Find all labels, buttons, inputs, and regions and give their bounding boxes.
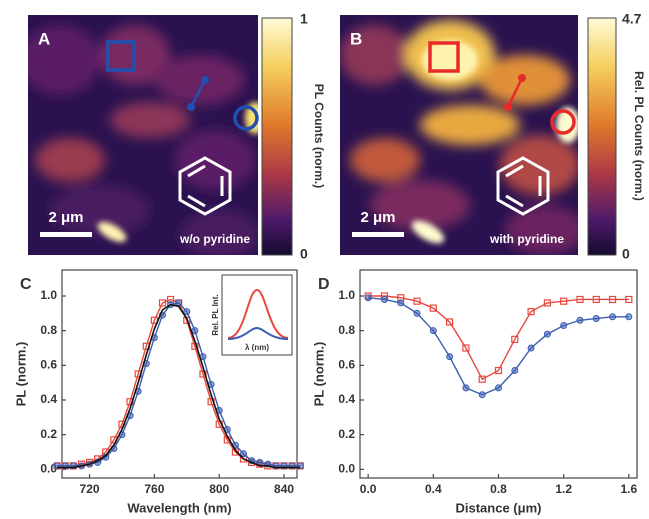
y-tick-label: 0.6 — [338, 358, 355, 372]
y-tick-label: 1.0 — [40, 288, 57, 302]
data-point — [577, 317, 583, 323]
colorbar-label: PL Counts (norm.) — [312, 84, 326, 188]
x-axis-label: Wavelength (nm) — [127, 500, 231, 515]
x-tick-label: 1.2 — [555, 482, 572, 496]
data-point — [365, 295, 371, 301]
y-tick-label: 0.4 — [338, 392, 355, 406]
data-point — [381, 296, 387, 302]
data-point — [512, 368, 518, 374]
x-tick-label: 760 — [144, 482, 164, 496]
series-line — [368, 298, 629, 395]
x-tick-label: 0.8 — [490, 482, 507, 496]
data-point — [610, 314, 616, 320]
y-tick-label: 0.2 — [40, 427, 57, 441]
data-point — [398, 300, 404, 306]
y-tick-label: 1.0 — [338, 288, 355, 302]
inset-x-label: λ (nm) — [245, 343, 269, 352]
y-tick-label: 0.6 — [40, 358, 57, 372]
annotation: with pyridine — [489, 232, 564, 246]
x-tick-label: 720 — [80, 482, 100, 496]
data-point — [447, 354, 453, 360]
data-point — [561, 322, 567, 328]
x-tick-label: 800 — [209, 482, 229, 496]
colorbar-tick-label: 4.7 — [622, 11, 642, 27]
panel-letter: A — [38, 29, 50, 48]
y-tick-label: 0.2 — [338, 427, 355, 441]
data-point — [192, 328, 198, 334]
data-point — [528, 345, 534, 351]
colorbar-tick-label: 1 — [300, 11, 308, 27]
y-tick-label: 0.8 — [40, 323, 57, 337]
series-line — [368, 296, 629, 379]
y-tick-label: 0.4 — [40, 392, 57, 406]
panel-letter: B — [350, 29, 362, 48]
data-point — [479, 392, 485, 398]
scale-bar-label: 2 μm — [360, 209, 395, 226]
scale-bar-label: 2 μm — [48, 209, 83, 226]
data-point — [593, 316, 599, 322]
y-axis-label: PL (norm.) — [311, 342, 326, 407]
figure: A 2 μm w/o pyridine 0 1 PL Counts (norm.) B 2 μ… — [0, 0, 649, 519]
colorbar-label: Rel. PL Counts (norm.) — [632, 71, 646, 201]
y-tick-label: 0.8 — [338, 323, 355, 337]
x-tick-label: 0.4 — [425, 482, 442, 496]
data-point — [414, 310, 420, 316]
x-axis-label: Distance (μm) — [456, 500, 542, 515]
data-point — [176, 300, 182, 306]
x-tick-label: 840 — [274, 482, 294, 496]
x-tick-label: 0.0 — [360, 482, 377, 496]
panel-letter: D — [318, 276, 330, 293]
data-point — [496, 385, 502, 391]
data-point — [626, 314, 632, 320]
y-axis-label: PL (norm.) — [13, 342, 28, 407]
y-tick-label: 0.0 — [338, 462, 355, 476]
data-point — [184, 309, 190, 315]
panel-letter: C — [20, 276, 32, 293]
data-point — [430, 328, 436, 334]
x-tick-label: 1.6 — [621, 482, 638, 496]
colorbar-tick-label: 0 — [300, 246, 308, 262]
data-point — [544, 331, 550, 337]
data-point — [463, 385, 469, 391]
colorbar-tick-label: 0 — [622, 246, 630, 262]
inset-y-label: Rel. PL Int. — [211, 294, 220, 335]
annotation: w/o pyridine — [179, 232, 250, 246]
